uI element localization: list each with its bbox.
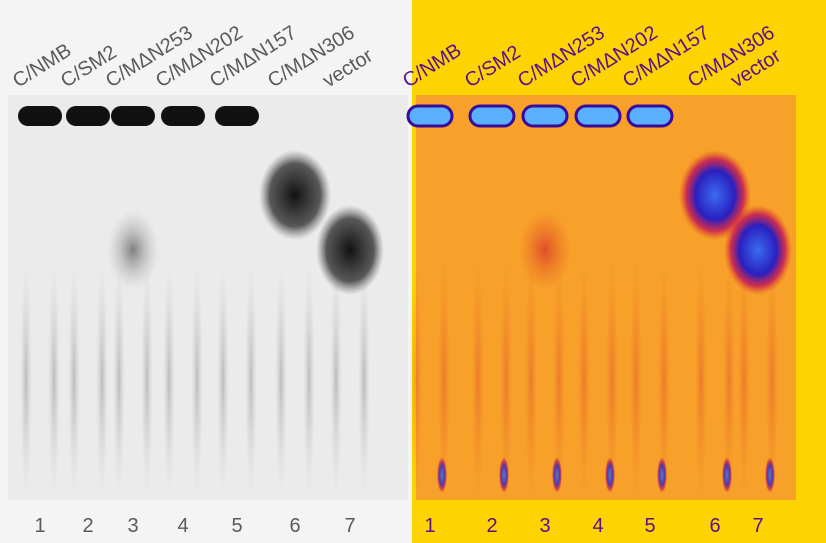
streak bbox=[245, 260, 257, 500]
shifted-band bbox=[724, 205, 792, 295]
shifted-band bbox=[316, 205, 384, 295]
streak bbox=[330, 260, 342, 500]
streak bbox=[410, 260, 422, 500]
lane-number: 7 bbox=[344, 515, 355, 537]
well bbox=[468, 104, 516, 128]
bottom-spot bbox=[765, 457, 775, 493]
streak bbox=[500, 260, 512, 500]
well bbox=[574, 104, 622, 128]
lane-number: 6 bbox=[709, 515, 720, 537]
streak bbox=[48, 260, 60, 500]
lane-number: 2 bbox=[82, 515, 93, 537]
streak bbox=[96, 260, 108, 500]
streak bbox=[630, 260, 642, 500]
streak bbox=[141, 260, 153, 500]
gray-gel bbox=[8, 95, 408, 500]
lane-number: 6 bbox=[289, 515, 300, 537]
lane-number: 5 bbox=[644, 515, 655, 537]
streak bbox=[113, 260, 125, 500]
lane-number: 1 bbox=[34, 515, 45, 537]
smear bbox=[107, 210, 159, 290]
lane-number: 4 bbox=[177, 515, 188, 537]
lane-number: 4 bbox=[592, 515, 603, 537]
lane-number: 7 bbox=[752, 515, 763, 537]
shifted-band bbox=[259, 150, 331, 240]
well bbox=[66, 106, 110, 126]
lane-number: 3 bbox=[539, 515, 550, 537]
streak bbox=[358, 260, 370, 500]
streak bbox=[191, 260, 203, 500]
well bbox=[626, 104, 674, 128]
well bbox=[161, 106, 205, 126]
streak bbox=[738, 260, 750, 500]
bottom-spot bbox=[722, 457, 732, 493]
well bbox=[521, 104, 569, 128]
well bbox=[111, 106, 155, 126]
streak bbox=[163, 260, 175, 500]
lane-number: 3 bbox=[127, 515, 138, 537]
streak bbox=[303, 260, 315, 500]
lane-number: 2 bbox=[486, 515, 497, 537]
streak bbox=[723, 260, 735, 500]
streak bbox=[472, 260, 484, 500]
bands bbox=[18, 104, 792, 500]
bottom-spot bbox=[657, 457, 667, 493]
streak bbox=[553, 260, 565, 500]
bottom-spot bbox=[437, 457, 447, 493]
streak bbox=[658, 260, 670, 500]
streak bbox=[766, 260, 778, 500]
bottom-spot bbox=[605, 457, 615, 493]
streak bbox=[217, 260, 229, 500]
streak bbox=[525, 260, 537, 500]
shifted-band bbox=[679, 150, 751, 240]
streak bbox=[606, 260, 618, 500]
streak bbox=[68, 260, 80, 500]
streak bbox=[695, 260, 707, 500]
well bbox=[18, 106, 62, 126]
streak bbox=[20, 260, 32, 500]
well bbox=[215, 106, 259, 126]
well bbox=[406, 104, 454, 128]
lane-number: 1 bbox=[424, 515, 435, 537]
streak bbox=[275, 260, 287, 500]
lane-number: 5 bbox=[231, 515, 242, 537]
streak bbox=[578, 260, 590, 500]
smear bbox=[519, 210, 571, 290]
bottom-spot bbox=[552, 457, 562, 493]
bottom-spot bbox=[499, 457, 509, 493]
streak bbox=[438, 260, 450, 500]
